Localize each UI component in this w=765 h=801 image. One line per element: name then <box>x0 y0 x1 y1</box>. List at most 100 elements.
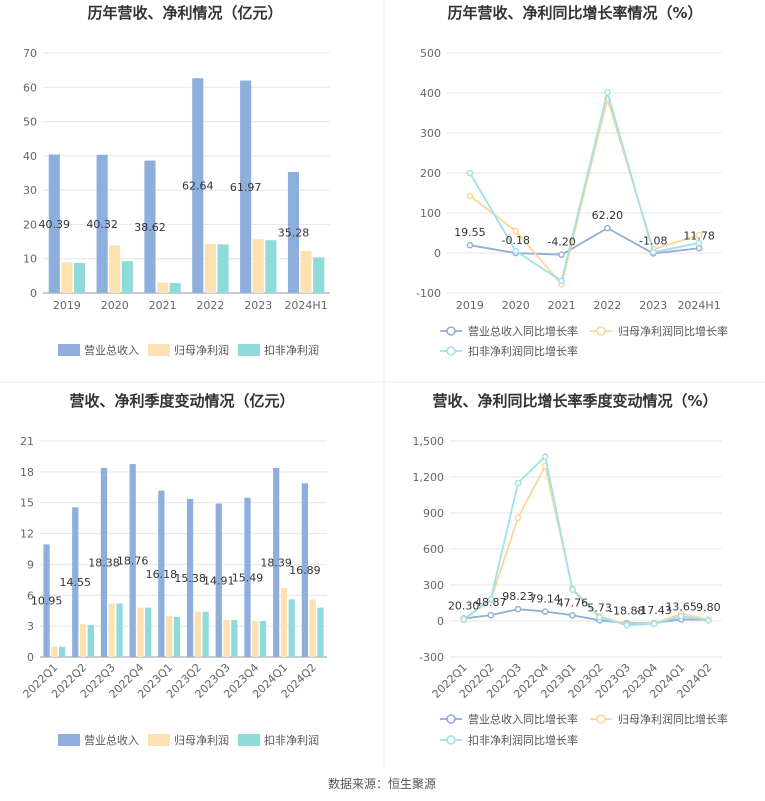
line-data-label: -4.20 <box>547 236 575 249</box>
y-tick-label: 0 <box>30 287 37 300</box>
bar-data-label: 14.91 <box>203 574 235 587</box>
y-tick-label: 3 <box>27 620 34 633</box>
bar <box>129 464 136 657</box>
series-line <box>469 227 700 256</box>
bar <box>265 240 277 293</box>
legend-marker <box>446 735 456 745</box>
data-point <box>512 247 520 255</box>
legend-marker <box>446 326 456 336</box>
bar <box>116 603 123 657</box>
legend-marker <box>596 326 606 336</box>
legend-label: 营业总收入同比增长率 <box>468 324 578 338</box>
bar <box>252 239 264 293</box>
bar-data-label: 16.89 <box>289 564 321 577</box>
legend-label: 扣非净利润 <box>264 733 319 747</box>
bar <box>204 243 216 293</box>
y-tick-label: 1,200 <box>413 471 445 484</box>
bar <box>109 245 121 293</box>
y-tick-label: 1,500 <box>413 435 445 448</box>
line-data-label: 79.14 <box>529 593 561 606</box>
y-tick-label: 0 <box>437 615 444 628</box>
bar-data-label: 18.38 <box>88 556 120 569</box>
bar <box>79 624 87 657</box>
legend-label: 营业总收入 <box>84 733 139 747</box>
chart-title-1: 历年营收、净利同比增长率情况（%） <box>447 4 702 22</box>
bar <box>280 588 288 657</box>
bar-data-label: 15.49 <box>232 571 264 584</box>
data-point <box>514 605 522 613</box>
bar <box>244 497 251 657</box>
data-point <box>649 248 657 256</box>
data-point <box>604 88 611 96</box>
data-point <box>695 231 703 239</box>
data-point <box>512 227 520 235</box>
chart-title-2: 营收、净利季度变动情况（亿元） <box>69 392 294 410</box>
data-point <box>466 169 474 177</box>
x-tick-label: 2020 <box>101 299 129 312</box>
bar <box>202 611 209 657</box>
bar <box>259 621 267 657</box>
bar <box>96 154 108 293</box>
y-tick-label: 12 <box>20 528 34 541</box>
data-point <box>695 239 703 247</box>
legend-marker <box>596 714 606 724</box>
y-tick-label: 18 <box>20 466 34 479</box>
bar <box>313 257 325 293</box>
y-tick-label: 40 <box>23 150 37 163</box>
line-data-label: 19.55 <box>454 226 486 239</box>
data-source-note: 数据来源：恒生聚源 <box>328 776 436 791</box>
y-tick-label: 9 <box>27 558 34 571</box>
data-point <box>466 241 474 249</box>
bar <box>301 483 309 657</box>
y-tick-label: 6 <box>27 589 34 602</box>
bar <box>43 544 50 657</box>
legend-marker <box>446 346 456 356</box>
line-data-label: -1.08 <box>639 234 667 247</box>
line-data-label: 9.80 <box>696 601 721 614</box>
bar-data-label: 18.76 <box>117 555 149 568</box>
legend-label: 扣非净利润同比增长率 <box>468 344 578 358</box>
y-tick-label: 900 <box>423 507 444 520</box>
line-data-label: 48.87 <box>475 596 507 609</box>
bar-data-label: 16.18 <box>146 568 178 581</box>
line-data-label: 20.30 <box>448 600 480 613</box>
bar <box>287 172 300 293</box>
line-data-label: 13.65 <box>665 600 697 613</box>
x-tick-label: 2022 <box>196 299 224 312</box>
bar-data-label: 15.38 <box>174 572 206 585</box>
bar <box>144 160 156 293</box>
bar <box>240 80 252 293</box>
bar <box>173 616 181 657</box>
bar <box>273 467 280 657</box>
bar <box>252 621 259 657</box>
bar-data-label: 14.55 <box>60 576 92 589</box>
bar <box>87 625 94 657</box>
y-tick-label: 300 <box>420 127 441 140</box>
chart-title-3: 营收、净利同比增长率季度变动情况（%） <box>432 392 717 410</box>
legend-label: 扣非净利润同比增长率 <box>468 733 578 747</box>
y-tick-label: 200 <box>420 167 441 180</box>
legend-label: 归母净利润 <box>174 343 229 357</box>
x-tick-label: 2023 <box>244 299 272 312</box>
x-tick-label: 2024H1 <box>677 299 720 312</box>
series-line <box>463 454 709 627</box>
data-point <box>569 586 576 594</box>
line-data-label: 5.73 <box>587 601 612 614</box>
bar-data-label: 61.97 <box>230 181 262 194</box>
y-tick-label: 60 <box>23 81 37 94</box>
legend-label: 归母净利润同比增长率 <box>618 324 728 338</box>
line-data-label: -18.88 <box>609 604 644 617</box>
y-tick-label: 400 <box>420 87 441 100</box>
legend-label: 归母净利润同比增长率 <box>618 712 728 726</box>
bar <box>108 603 115 657</box>
y-tick-label: 70 <box>23 47 37 60</box>
x-tick-label: 2023 <box>639 299 667 312</box>
x-tick-label: 2019 <box>456 299 484 312</box>
line-data-label: 47.76 <box>557 596 589 609</box>
data-point <box>705 617 712 624</box>
line-data-label: 11.78 <box>683 229 715 242</box>
series-line <box>469 88 700 283</box>
legend-label: 归母净利润 <box>174 733 229 747</box>
y-tick-label: 15 <box>20 497 34 510</box>
legend-label: 营业总收入 <box>84 343 139 357</box>
